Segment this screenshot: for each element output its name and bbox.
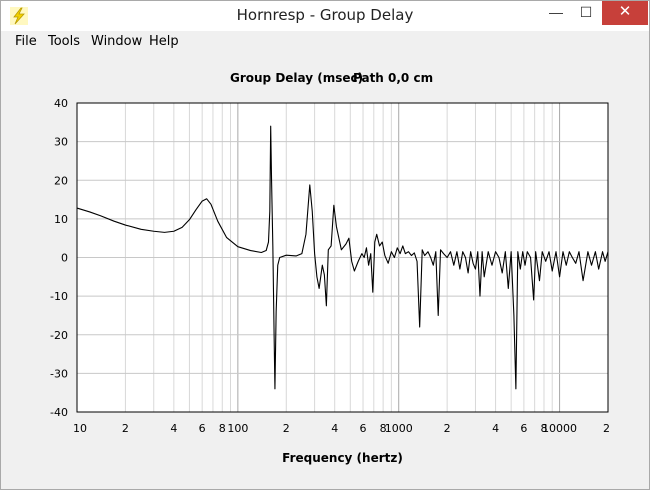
menu-bar: File Tools Window Help [1, 31, 649, 53]
y-tick-label: -30 [50, 367, 68, 380]
x-tick-label: 4 [331, 422, 338, 435]
x-tick-label: 2 [444, 422, 451, 435]
x-tick-label: 10 [73, 422, 87, 435]
menu-help[interactable]: Help [149, 34, 179, 49]
x-tick-label: 2 [122, 422, 129, 435]
chart-subtitle: Path 0,0 cm [353, 71, 433, 85]
window-title: Hornresp - Group Delay [236, 6, 414, 24]
x-tick-label: 8 [540, 422, 547, 435]
plot-border [76, 102, 609, 413]
title-bar[interactable]: Hornresp - Group Delay — ☐ ✕ [1, 1, 649, 31]
chart-area: 40 30 20 10 0 -10 -20 -30 -40 10 2 4 6 8 100 2 4 6 8 1000 2 4… [1, 53, 649, 489]
y-tick-label: 0 [61, 252, 68, 265]
menu-tools[interactable]: Tools [48, 34, 81, 49]
maximize-button[interactable]: ☐ [579, 4, 593, 20]
y-tick-label: -10 [50, 290, 68, 303]
x-tick-label: 6 [360, 422, 367, 435]
x-tick-label: 1000 [385, 422, 413, 435]
y-tick-label: 40 [54, 97, 68, 110]
x-tick-label: 6 [520, 422, 527, 435]
close-button[interactable]: ✕ [602, 1, 648, 25]
y-tick-label: 30 [54, 136, 68, 149]
menu-window[interactable]: Window [91, 34, 143, 49]
lightning-bolt-icon [10, 7, 28, 25]
y-tick-label: -20 [50, 329, 68, 342]
y-tick-label: 20 [54, 174, 68, 187]
x-tick-label: 2 [283, 422, 290, 435]
minimize-button[interactable]: — [549, 4, 563, 20]
x-tick-label: 2 [603, 422, 610, 435]
x-tick-label: 10000 [542, 422, 577, 435]
x-tick-label: 8 [380, 422, 387, 435]
x-tick-label: 8 [219, 422, 226, 435]
group-delay-line [76, 125, 609, 390]
y-tick-label: 10 [54, 213, 68, 226]
chart-title: Group Delay (msec) [230, 71, 363, 85]
x-tick-label: 6 [199, 422, 206, 435]
x-axis-label: Frequency (hertz) [282, 451, 403, 465]
x-tick-label: 4 [170, 422, 177, 435]
y-tick-label: -40 [50, 406, 68, 419]
x-tick-label: 100 [227, 422, 248, 435]
menu-file[interactable]: File [15, 34, 37, 49]
x-tick-label: 4 [492, 422, 499, 435]
